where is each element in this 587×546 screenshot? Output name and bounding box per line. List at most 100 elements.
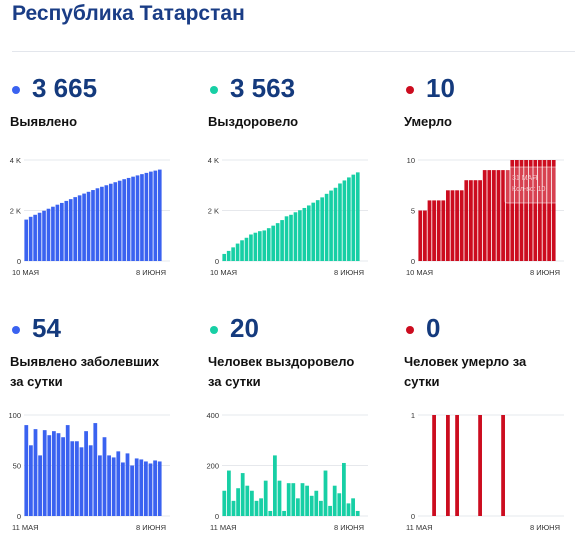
- bar[interactable]: [259, 498, 263, 516]
- bar[interactable]: [450, 190, 455, 261]
- bar[interactable]: [355, 510, 360, 516]
- bar[interactable]: [55, 204, 60, 261]
- bar[interactable]: [28, 216, 33, 261]
- chart-deaths-daily[interactable]: 0 1 11 МАЯ 8 ИЮНЯ: [404, 411, 569, 532]
- bar[interactable]: [46, 208, 51, 261]
- bar[interactable]: [91, 190, 95, 261]
- bar[interactable]: [144, 172, 149, 261]
- bar[interactable]: [68, 199, 73, 261]
- bar[interactable]: [104, 185, 109, 261]
- bar[interactable]: [277, 480, 282, 516]
- chart-detected-daily[interactable]: 0 50 100 11 МАЯ 8 ИЮНЯ: [8, 411, 175, 532]
- bar[interactable]: [126, 177, 131, 261]
- bar[interactable]: [222, 253, 227, 261]
- bar[interactable]: [333, 187, 338, 261]
- bar[interactable]: [324, 193, 329, 261]
- bar[interactable]: [227, 470, 231, 516]
- bar[interactable]: [311, 202, 316, 261]
- bar[interactable]: [473, 180, 478, 261]
- bar[interactable]: [77, 195, 82, 261]
- bar[interactable]: [459, 190, 464, 261]
- bar[interactable]: [515, 160, 519, 261]
- chart-recovered-total[interactable]: 0 2 K 4 K 10 МАЯ 8 ИЮНЯ: [208, 156, 373, 277]
- bar[interactable]: [533, 160, 538, 261]
- bar[interactable]: [157, 169, 162, 261]
- bar[interactable]: [320, 197, 324, 261]
- bar[interactable]: [446, 415, 450, 516]
- bar[interactable]: [524, 160, 528, 261]
- bar[interactable]: [418, 210, 423, 262]
- bar[interactable]: [254, 500, 259, 516]
- bar[interactable]: [33, 429, 38, 516]
- bar[interactable]: [244, 237, 249, 261]
- bar[interactable]: [130, 465, 134, 517]
- bar[interactable]: [482, 170, 487, 261]
- bar[interactable]: [73, 197, 78, 261]
- bar[interactable]: [79, 447, 84, 516]
- bar[interactable]: [298, 210, 302, 261]
- bar[interactable]: [528, 160, 533, 261]
- bar[interactable]: [351, 174, 356, 261]
- bar[interactable]: [347, 177, 351, 261]
- bar[interactable]: [282, 510, 286, 516]
- bar[interactable]: [464, 180, 469, 261]
- bar[interactable]: [253, 232, 258, 261]
- bar[interactable]: [291, 483, 296, 516]
- bar[interactable]: [305, 485, 309, 516]
- bar[interactable]: [355, 172, 360, 261]
- bar[interactable]: [240, 473, 245, 516]
- bar[interactable]: [342, 180, 347, 261]
- bar[interactable]: [139, 459, 144, 516]
- bar[interactable]: [42, 210, 46, 261]
- bar[interactable]: [38, 455, 42, 516]
- bar[interactable]: [140, 174, 144, 261]
- bar[interactable]: [107, 455, 111, 516]
- bar[interactable]: [108, 183, 113, 261]
- bar[interactable]: [478, 415, 482, 516]
- bar[interactable]: [309, 495, 314, 516]
- bar[interactable]: [427, 200, 432, 261]
- bar[interactable]: [102, 437, 107, 516]
- bar[interactable]: [319, 500, 323, 516]
- bar[interactable]: [86, 191, 91, 261]
- bar[interactable]: [302, 207, 307, 261]
- bar[interactable]: [144, 461, 148, 516]
- bar[interactable]: [250, 490, 254, 516]
- bar[interactable]: [153, 460, 157, 516]
- bar[interactable]: [231, 247, 235, 261]
- bar[interactable]: [113, 182, 118, 261]
- bar[interactable]: [84, 431, 88, 516]
- bar[interactable]: [266, 228, 271, 261]
- bar[interactable]: [441, 200, 446, 261]
- bar[interactable]: [300, 483, 305, 516]
- bar[interactable]: [33, 214, 37, 261]
- bar[interactable]: [24, 425, 29, 516]
- bar[interactable]: [61, 437, 65, 516]
- bar[interactable]: [111, 457, 116, 516]
- bar[interactable]: [98, 455, 102, 516]
- chart-deaths-total[interactable]: 0 5 10 10 МАЯ 8 ИЮНЯ 31 МАЯ Кол-во: 10: [404, 156, 569, 277]
- bar[interactable]: [134, 458, 139, 516]
- bar[interactable]: [37, 212, 42, 261]
- bar[interactable]: [51, 206, 55, 261]
- bar[interactable]: [122, 179, 126, 261]
- bar[interactable]: [432, 200, 436, 261]
- bar[interactable]: [245, 485, 250, 516]
- bar[interactable]: [263, 480, 268, 516]
- bar[interactable]: [510, 160, 515, 261]
- bar[interactable]: [273, 455, 277, 516]
- bar[interactable]: [271, 225, 276, 261]
- bar[interactable]: [268, 510, 273, 516]
- bar[interactable]: [289, 214, 293, 261]
- bar[interactable]: [235, 243, 240, 261]
- bar[interactable]: [505, 170, 510, 261]
- bar[interactable]: [315, 200, 320, 261]
- bar[interactable]: [329, 190, 333, 261]
- bar[interactable]: [117, 180, 122, 261]
- bar[interactable]: [436, 200, 441, 261]
- bar[interactable]: [306, 205, 311, 261]
- bar[interactable]: [284, 216, 289, 261]
- bar[interactable]: [342, 462, 346, 516]
- bar[interactable]: [95, 188, 100, 261]
- bar[interactable]: [258, 231, 262, 261]
